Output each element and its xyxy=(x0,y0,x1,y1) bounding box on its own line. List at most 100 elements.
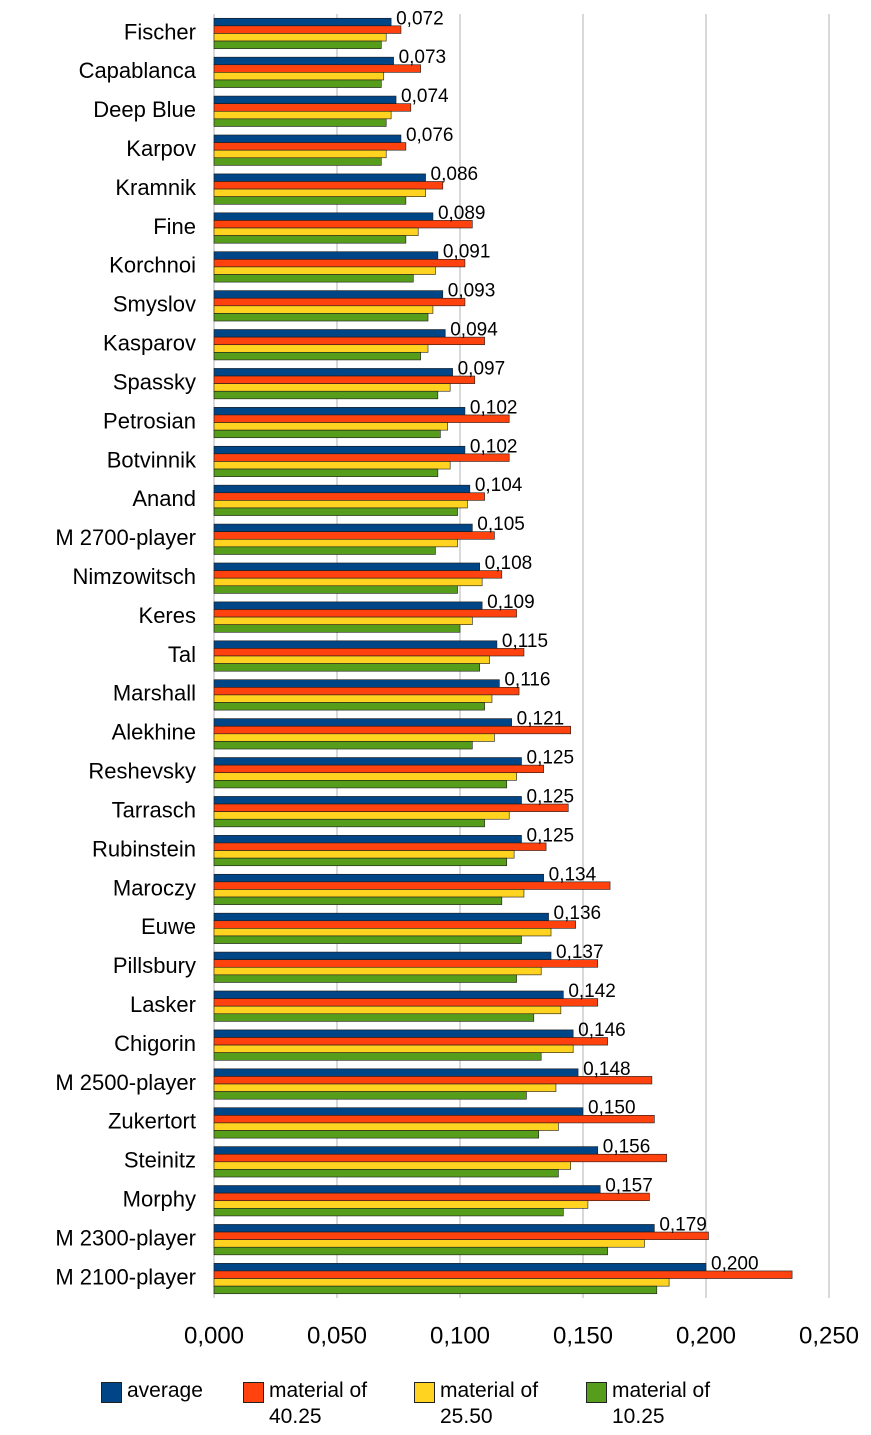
value-label: 0,076 xyxy=(406,125,454,146)
bar xyxy=(213,17,392,27)
legend-label: average xyxy=(127,1379,203,1402)
x-tick-label: 0,100 xyxy=(430,1322,490,1349)
bar xyxy=(213,1224,655,1233)
y-tick-label: Steinitz xyxy=(124,1148,196,1173)
y-tick-label: Korchnoi xyxy=(109,253,196,278)
bar xyxy=(213,188,426,197)
bar xyxy=(213,492,485,501)
value-label: 0,115 xyxy=(502,631,548,652)
bar xyxy=(213,609,517,618)
bar xyxy=(213,1208,564,1217)
bar xyxy=(213,974,517,983)
y-tick-label: Karpov xyxy=(126,136,196,161)
y-tick-label: Zukertort xyxy=(108,1109,196,1134)
bar xyxy=(213,570,503,579)
bar xyxy=(213,196,407,205)
value-label: 0,136 xyxy=(554,903,602,924)
bar xyxy=(213,803,569,812)
bar xyxy=(213,959,599,968)
bar xyxy=(213,780,508,789)
bar xyxy=(213,468,439,477)
bar xyxy=(213,850,515,859)
bar xyxy=(213,990,564,999)
bar xyxy=(213,173,426,182)
y-tick-label: Euwe xyxy=(141,914,196,939)
bar xyxy=(213,966,542,976)
bar xyxy=(213,110,392,120)
bar xyxy=(213,1130,540,1139)
y-tick-label: Morphy xyxy=(123,1187,196,1212)
y-tick-label: Nimzowitsch xyxy=(73,564,196,589)
bar xyxy=(213,562,480,571)
bar xyxy=(213,1005,562,1015)
bar xyxy=(213,702,485,711)
y-tick-label: Chigorin xyxy=(114,1031,196,1056)
value-label: 0,148 xyxy=(583,1059,631,1080)
bar xyxy=(213,1052,542,1061)
bar xyxy=(213,212,434,221)
value-label: 0,108 xyxy=(485,553,533,574)
y-tick-label: Petrosian xyxy=(103,408,196,433)
bar xyxy=(213,687,520,696)
x-tick-label: 0,050 xyxy=(307,1322,367,1349)
bar xyxy=(213,857,508,867)
bar xyxy=(213,259,466,268)
bar xyxy=(213,733,495,742)
bar xyxy=(213,72,385,81)
legend-label: material of 10.25 xyxy=(612,1379,711,1428)
bar xyxy=(213,461,451,470)
bar xyxy=(213,266,436,275)
bar xyxy=(213,1029,574,1038)
bar xyxy=(213,951,552,960)
y-tick-label: Keres xyxy=(139,603,196,628)
bar xyxy=(213,998,599,1007)
value-label: 0,142 xyxy=(568,981,616,1002)
value-label: 0,073 xyxy=(399,47,447,68)
bar xyxy=(213,1161,572,1170)
value-label: 0,146 xyxy=(578,1020,626,1041)
bar xyxy=(213,679,500,688)
y-tick-label: Fischer xyxy=(124,19,196,44)
bar xyxy=(213,95,397,104)
y-tick-label: Maroczy xyxy=(113,875,196,900)
x-tick-label: 0,200 xyxy=(676,1322,736,1349)
bar xyxy=(213,640,498,649)
bar xyxy=(213,1246,608,1256)
bar xyxy=(213,764,544,774)
bar xyxy=(213,429,441,439)
bar xyxy=(213,1200,589,1209)
legend-label: material of 25.50 xyxy=(440,1379,539,1428)
bar xyxy=(213,818,485,828)
bar xyxy=(213,718,512,727)
bar xyxy=(213,1091,527,1100)
value-label: 0,125 xyxy=(527,825,575,846)
bar xyxy=(213,500,468,509)
bar xyxy=(213,531,495,540)
bar xyxy=(213,1107,584,1116)
bar xyxy=(213,297,466,307)
bar xyxy=(213,40,382,49)
value-label: 0,105 xyxy=(477,514,525,535)
value-label: 0,150 xyxy=(588,1098,636,1119)
bar xyxy=(213,352,421,361)
bar xyxy=(213,1185,601,1194)
bar xyxy=(213,33,387,42)
bar xyxy=(213,873,544,883)
bar xyxy=(213,390,439,400)
bar xyxy=(213,772,517,781)
value-label: 0,093 xyxy=(448,281,496,302)
bar xyxy=(213,118,387,127)
bar xyxy=(213,79,382,88)
bar xyxy=(213,25,402,34)
y-tick-label: Lasker xyxy=(130,992,196,1017)
bar xyxy=(213,313,429,322)
value-label: 0,134 xyxy=(549,864,597,885)
bar xyxy=(213,134,402,143)
y-tick-label: Smyslov xyxy=(113,292,196,317)
value-label: 0,074 xyxy=(401,86,449,107)
bar xyxy=(213,484,471,494)
value-label: 0,125 xyxy=(527,748,575,769)
bar xyxy=(213,757,522,766)
